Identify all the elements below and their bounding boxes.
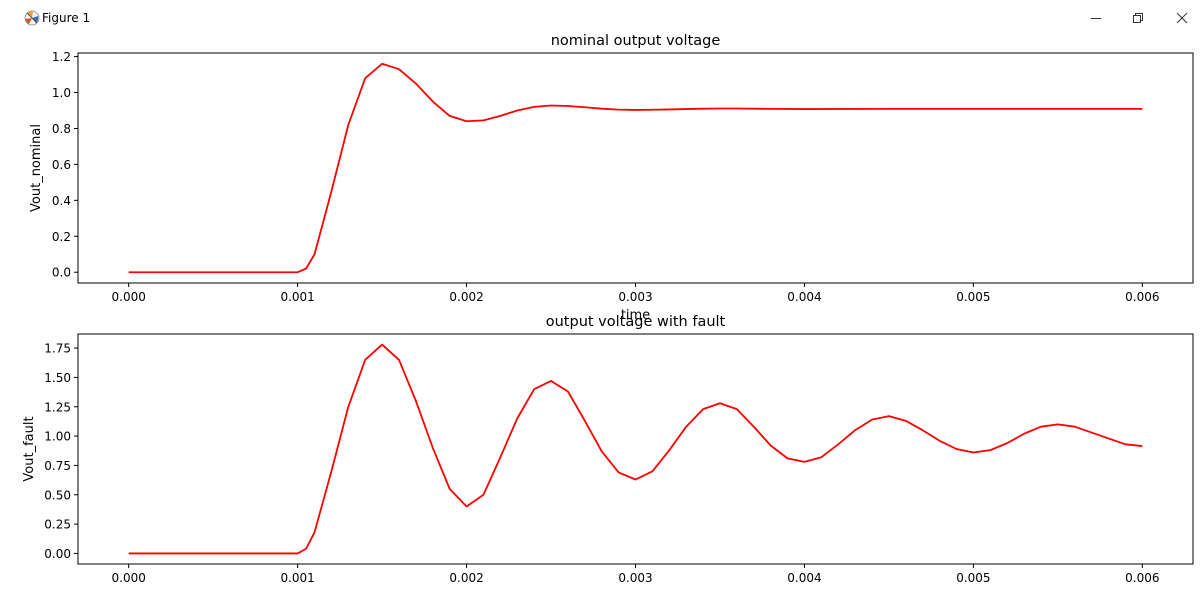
y-tick-label: 0.25: [44, 518, 71, 532]
axes-frame-2: [77, 333, 1194, 565]
x-tick-label: 0.001: [280, 290, 314, 304]
window-title: Figure 1: [42, 11, 91, 25]
y-tick-label: 0.8: [52, 122, 71, 136]
y-tick-label: 1.00: [44, 430, 71, 444]
y-tick-label: 1.50: [44, 371, 71, 385]
close-button[interactable]: [1160, 0, 1201, 36]
y-tick-label: 0.2: [52, 230, 71, 244]
window-titlebar: Figure 1: [0, 0, 1201, 36]
x-tick-label: 0.006: [1125, 290, 1159, 304]
y-tick-label: 0.6: [52, 158, 71, 172]
y-axis-label-1: Vout_nominal: [29, 124, 44, 212]
y-tick-label: 1.75: [44, 342, 71, 356]
chart-title-1: nominal output voltage: [551, 33, 721, 49]
matplotlib-logo-icon: [24, 10, 40, 26]
chart-title-2: output voltage with fault: [546, 314, 726, 330]
axes-frame-1: [77, 52, 1194, 284]
x-tick-label: 0.002: [449, 290, 483, 304]
y-tick-label: 0.00: [44, 547, 71, 561]
x-tick-label: 0.000: [112, 571, 146, 585]
y-tick-label: 0.50: [44, 488, 71, 502]
x-tick-label: 0.004: [787, 571, 821, 585]
y-tick-label: 0.0: [52, 266, 71, 280]
series-line-1-1: [128, 62, 1143, 274]
y-axis-label-2: Vout_fault: [22, 416, 37, 481]
x-tick-label: 0.003: [618, 290, 652, 304]
y-tick-label: 0.75: [44, 459, 71, 473]
x-tick-label: 0.000: [112, 290, 146, 304]
y-tick-label: 0.4: [52, 194, 71, 208]
restore-button[interactable]: [1116, 0, 1160, 36]
restore-icon: [1133, 13, 1143, 23]
x-tick-label: 0.004: [787, 290, 821, 304]
x-tick-label: 0.005: [956, 571, 990, 585]
x-tick-label: 0.005: [956, 290, 990, 304]
y-tick-label: 1.2: [52, 50, 71, 64]
series-line-2-1: [128, 343, 1143, 555]
x-tick-label: 0.003: [618, 571, 652, 585]
minimize-button[interactable]: [1074, 0, 1118, 36]
y-tick-label: 1.0: [52, 86, 71, 100]
x-tick-label: 0.006: [1125, 571, 1159, 585]
x-tick-label: 0.001: [280, 571, 314, 585]
minimize-icon: [1091, 18, 1101, 19]
close-icon: [1176, 12, 1188, 24]
x-axis-label-1: time: [621, 308, 650, 323]
x-tick-label: 0.002: [449, 571, 483, 585]
y-tick-label: 1.25: [44, 400, 71, 414]
